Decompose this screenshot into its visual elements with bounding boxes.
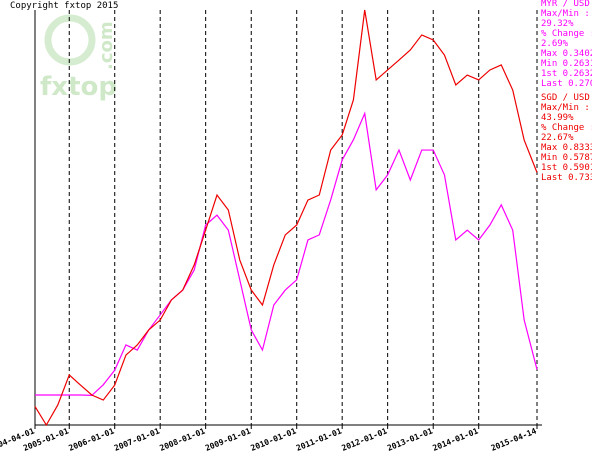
x-tick-label: 2008-01-01 <box>158 426 206 452</box>
logo-suffix: .com <box>96 21 117 70</box>
stat-label: 29.32% <box>541 19 574 29</box>
x-tick-label: 2012-01-01 <box>340 426 388 452</box>
stat-label: Max 0.8333 <box>541 143 592 153</box>
copyright: Copyright fxtop 2015 <box>10 1 118 11</box>
x-tick-label: 2006-01-01 <box>67 426 115 452</box>
legend-label: MYR / USD <box>541 0 590 9</box>
stat-label: Min 0.2631 <box>541 59 592 69</box>
stat-label: Min 0.5787 <box>541 153 592 163</box>
series-line <box>35 111 538 396</box>
x-tick-label: 2014-01-01 <box>431 426 479 452</box>
stat-label: 1st 0.2632 <box>541 69 592 79</box>
x-tick-label: 2007-01-01 <box>113 426 161 452</box>
legend-label: SGD / USD <box>541 93 590 103</box>
x-tick-label: 2015-04-14 <box>490 426 538 452</box>
x-tick-label: 2009-01-01 <box>204 426 252 452</box>
series-line <box>34 9 538 427</box>
stat-label: % Change : <box>541 29 592 39</box>
stat-label: Last 0.2702 <box>541 79 592 89</box>
stat-label: Max/Min : <box>541 9 590 19</box>
stat-label: 22.67% <box>541 133 574 143</box>
x-tick-label: 2011-01-01 <box>295 426 343 452</box>
logo-text: fxtop <box>40 72 117 102</box>
x-tick-label: 2010-01-01 <box>249 426 297 452</box>
x-tick-label: 2013-01-01 <box>386 426 434 452</box>
stat-label: Last 0.7336 <box>541 173 592 183</box>
stat-label: 2.69% <box>541 39 569 49</box>
stat-label: Max/Min : <box>541 103 590 113</box>
stat-label: 1st 0.5901 <box>541 163 592 173</box>
logo-icon <box>44 14 96 66</box>
stat-label: 43.99% <box>541 113 574 123</box>
stat-label: % Change : <box>541 123 592 133</box>
stat-label: Max 0.3402 <box>541 49 592 59</box>
